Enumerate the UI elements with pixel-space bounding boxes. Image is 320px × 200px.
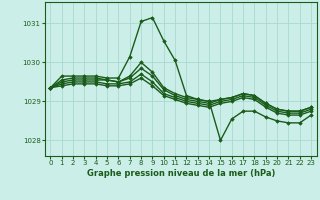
X-axis label: Graphe pression niveau de la mer (hPa): Graphe pression niveau de la mer (hPa) [87,169,275,178]
